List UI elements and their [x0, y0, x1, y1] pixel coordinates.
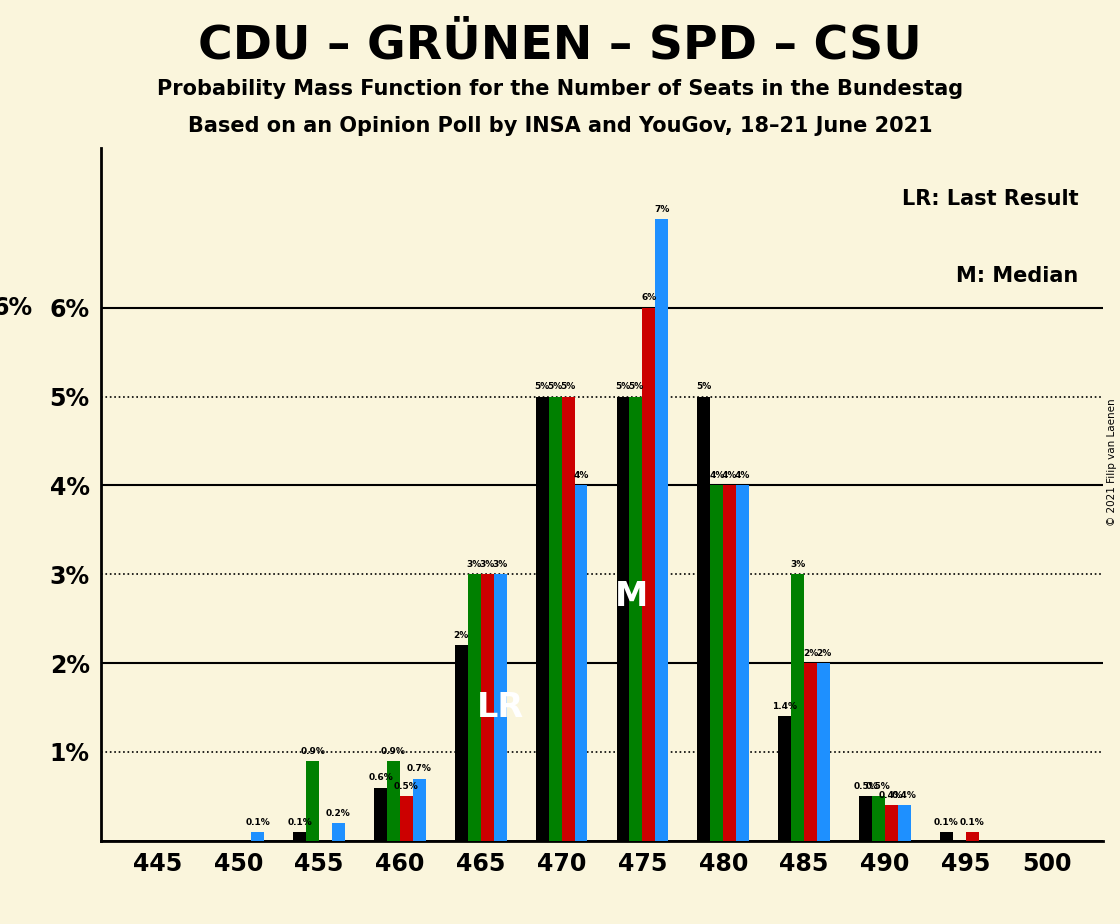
Text: 2%: 2% [454, 631, 469, 640]
Text: 2%: 2% [803, 649, 819, 658]
Text: 5%: 5% [560, 383, 576, 391]
Text: LR: LR [477, 691, 524, 724]
Text: 0.5%: 0.5% [866, 782, 890, 791]
Text: Based on an Opinion Poll by INSA and YouGov, 18–21 June 2021: Based on an Opinion Poll by INSA and You… [188, 116, 932, 136]
Text: 5%: 5% [628, 383, 644, 391]
Bar [400, 796, 413, 841]
Bar [791, 575, 804, 841]
Text: 5%: 5% [548, 383, 562, 391]
Bar [374, 787, 388, 841]
Bar [535, 396, 549, 841]
Bar [494, 575, 506, 841]
Bar [698, 396, 710, 841]
Bar [413, 779, 426, 841]
Text: 3%: 3% [790, 560, 805, 569]
Bar [468, 575, 480, 841]
Bar [859, 796, 872, 841]
Text: 0.1%: 0.1% [288, 818, 312, 827]
Bar [251, 832, 264, 841]
Text: 0.2%: 0.2% [326, 808, 351, 818]
Text: 6%: 6% [0, 296, 32, 320]
Bar [332, 823, 345, 841]
Text: 5%: 5% [534, 383, 550, 391]
Bar [306, 760, 319, 841]
Text: 0.1%: 0.1% [245, 818, 270, 827]
Text: 0.4%: 0.4% [892, 791, 917, 800]
Bar [724, 485, 736, 841]
Text: 0.4%: 0.4% [879, 791, 904, 800]
Text: 5%: 5% [615, 383, 631, 391]
Bar [616, 396, 629, 841]
Text: 4%: 4% [735, 471, 750, 480]
Bar [293, 832, 306, 841]
Bar [655, 219, 669, 841]
Text: 0.1%: 0.1% [934, 818, 959, 827]
Text: M: M [615, 580, 647, 613]
Bar [940, 832, 953, 841]
Text: M: Median: M: Median [955, 266, 1079, 286]
Bar [736, 485, 749, 841]
Bar [480, 575, 494, 841]
Text: 5%: 5% [697, 383, 711, 391]
Bar [643, 308, 655, 841]
Text: 0.9%: 0.9% [381, 747, 405, 756]
Text: 0.6%: 0.6% [368, 773, 393, 783]
Text: CDU – GRÜNEN – SPD – CSU: CDU – GRÜNEN – SPD – CSU [198, 23, 922, 68]
Text: 6%: 6% [642, 294, 656, 302]
Bar [575, 485, 588, 841]
Text: 4%: 4% [709, 471, 725, 480]
Bar [965, 832, 979, 841]
Bar [388, 760, 400, 841]
Bar [710, 485, 724, 841]
Text: 4%: 4% [722, 471, 737, 480]
Text: 1.4%: 1.4% [772, 702, 797, 711]
Text: Probability Mass Function for the Number of Seats in the Bundestag: Probability Mass Function for the Number… [157, 79, 963, 99]
Text: 2%: 2% [815, 649, 831, 658]
Text: 0.7%: 0.7% [407, 764, 431, 773]
Bar [549, 396, 561, 841]
Bar [561, 396, 575, 841]
Text: LR: Last Result: LR: Last Result [902, 189, 1079, 210]
Text: 0.1%: 0.1% [960, 818, 984, 827]
Text: 4%: 4% [573, 471, 589, 480]
Bar [778, 716, 791, 841]
Text: 3%: 3% [493, 560, 507, 569]
Bar [898, 806, 911, 841]
Bar [872, 796, 885, 841]
Bar [885, 806, 898, 841]
Text: © 2021 Filip van Laenen: © 2021 Filip van Laenen [1108, 398, 1117, 526]
Text: 3%: 3% [479, 560, 495, 569]
Text: 3%: 3% [467, 560, 482, 569]
Text: 0.5%: 0.5% [394, 782, 419, 791]
Text: 0.9%: 0.9% [300, 747, 325, 756]
Bar [816, 663, 830, 841]
Text: 0.5%: 0.5% [853, 782, 878, 791]
Bar [804, 663, 816, 841]
Text: 7%: 7% [654, 204, 670, 213]
Bar [455, 645, 468, 841]
Bar [629, 396, 643, 841]
